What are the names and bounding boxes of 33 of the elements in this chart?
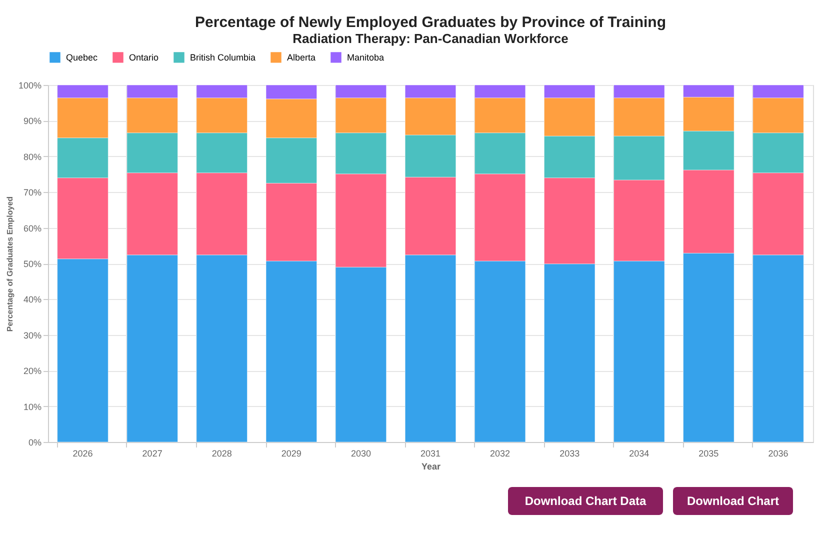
y-tick-label: 20% xyxy=(23,366,42,376)
y-tick-label: 60% xyxy=(23,223,42,234)
legend-label: Manitoba xyxy=(347,52,384,62)
y-tick-label: 70% xyxy=(23,188,42,198)
x-tick-label: 2028 xyxy=(212,448,232,458)
chart-title: Percentage of Newly Employed Graduates by Province of Training xyxy=(195,14,666,31)
y-tick-label: 30% xyxy=(23,330,42,340)
y-tick-label: 80% xyxy=(23,152,42,162)
x-tick-label: 2031 xyxy=(420,448,441,458)
text: Download Chart Data xyxy=(524,494,646,508)
legend-label: Ontario xyxy=(129,52,159,62)
x-tick-label: 2033 xyxy=(560,448,580,458)
legend-label: Quebec xyxy=(66,52,98,62)
y-tick-label: 0% xyxy=(28,438,42,448)
legend-label: British Columbia xyxy=(190,52,256,62)
y-tick-label: 90% xyxy=(23,116,42,126)
x-tick-label: 2034 xyxy=(629,448,650,458)
y-tick-label: 40% xyxy=(23,294,42,305)
chart-subtitle: Radiation Therapy: Pan-Canadian Workforce xyxy=(292,31,568,46)
x-axis-title: Year xyxy=(421,462,441,472)
x-tick-label: 2030 xyxy=(350,448,371,458)
x-tick-label: 2032 xyxy=(490,448,510,458)
x-tick-label: 2027 xyxy=(142,448,162,458)
y-tick-label: 100% xyxy=(18,80,42,90)
y-tick-label: 10% xyxy=(23,402,42,412)
y-tick-label: 50% xyxy=(23,259,42,269)
legend-label: Alberta xyxy=(287,52,316,62)
y-axis-title: Percentage of Graduates Employed xyxy=(5,196,14,332)
x-tick-label: 2035 xyxy=(698,448,719,458)
x-tick-label: 2026 xyxy=(72,448,93,458)
text: Download Chart xyxy=(687,494,779,508)
x-tick-label: 2029 xyxy=(281,448,302,458)
x-tick-label: 2036 xyxy=(768,448,788,458)
